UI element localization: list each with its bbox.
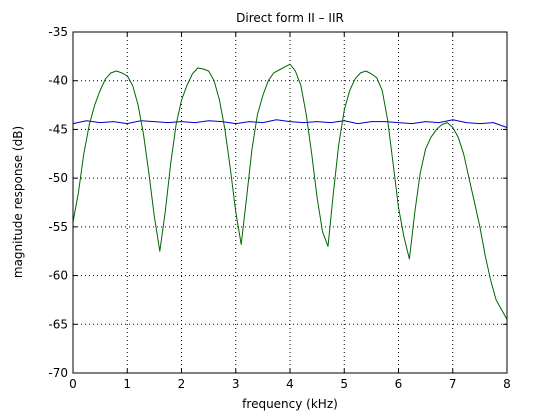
x-tick-label: 6: [395, 377, 403, 391]
x-tick-label: 8: [503, 377, 511, 391]
x-tick-label: 0: [69, 377, 77, 391]
plot-area: [73, 32, 507, 373]
x-tick-label: 2: [178, 377, 186, 391]
x-tick-label: 3: [232, 377, 240, 391]
series-line-1: [72, 119, 508, 128]
chart-title: Direct form II – IIR: [236, 11, 344, 25]
y-tick-label: -70: [48, 366, 68, 380]
x-tick-label: 7: [449, 377, 457, 391]
tick-marks: [72, 31, 508, 374]
y-axis-label: magnitude response (dB): [11, 126, 25, 278]
y-tick-label: -55: [48, 220, 68, 234]
y-tick-label: -35: [48, 25, 68, 39]
x-tick-label: 4: [286, 377, 294, 391]
x-tick-label: 5: [340, 377, 348, 391]
y-tick-label: -65: [48, 317, 68, 331]
y-tick-label: -50: [48, 171, 68, 185]
grid-lines: [73, 32, 507, 373]
y-tick-label: -60: [48, 269, 68, 283]
series-line-2: [72, 63, 508, 320]
tick-labels: 0 1 2 3 4 5 6 7 8 -35 -40 -45 -50 -55 -60 -65 -70: [48, 25, 510, 391]
x-tick-label: 1: [123, 377, 131, 391]
series-group: [72, 63, 508, 320]
y-tick-label: -40: [48, 74, 68, 88]
y-tick-label: -45: [48, 122, 68, 136]
x-axis-label: frequency (kHz): [242, 397, 338, 411]
